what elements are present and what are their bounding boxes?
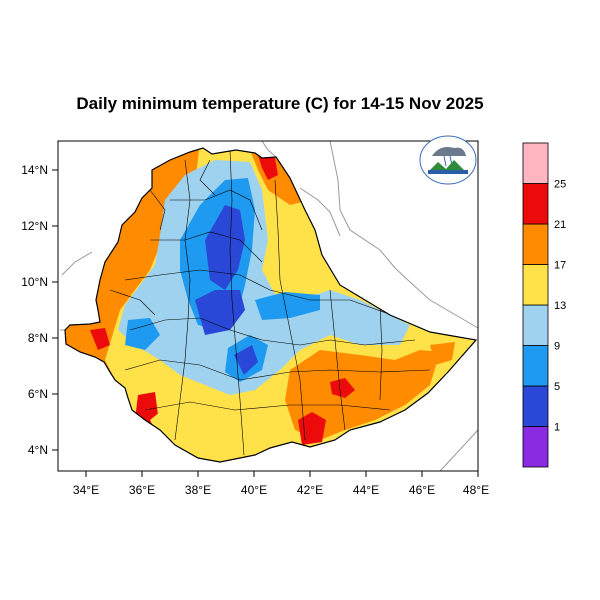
x-tick-label: 46°E (409, 483, 435, 497)
x-tick-label: 34°E (73, 483, 99, 497)
colorbar-label: 1 (554, 422, 560, 434)
colorbar-swatch (522, 264, 549, 306)
colorbar-label: 21 (554, 219, 566, 231)
y-tick-label: 4°N (28, 443, 48, 457)
y-tick-label: 10°N (21, 275, 48, 289)
colorbar-swatch (522, 183, 549, 225)
map-frame (57, 140, 479, 472)
y-tick-label: 12°N (21, 219, 48, 233)
map-title: Daily minimum temperature (C) for 14-15 … (76, 94, 484, 113)
x-tick-label: 42°E (297, 483, 323, 497)
colorbar-label: 25 (554, 179, 566, 191)
colorbar-label: 9 (554, 341, 560, 353)
colorbar: 1 5 9 13 17 21 25 (522, 142, 566, 468)
x-tick-label: 44°E (353, 483, 379, 497)
colorbar-label: 5 (554, 381, 560, 393)
x-tick-label: 36°E (129, 483, 155, 497)
y-axis (52, 169, 58, 451)
y-tick-label: 8°N (28, 331, 48, 345)
y-tick-label: 14°N (21, 163, 48, 177)
colorbar-swatch (522, 385, 549, 427)
colorbar-swatch (522, 426, 549, 468)
x-tick-label: 38°E (185, 483, 211, 497)
x-tick-label: 48°E (463, 483, 489, 497)
admin-borders (109, 149, 431, 456)
colorbar-swatch (522, 223, 549, 265)
neighbor-borders (60, 140, 479, 472)
colorbar-swatch (522, 345, 549, 387)
colorbar-label: 17 (554, 260, 566, 272)
x-axis (85, 471, 479, 477)
y-tick-label: 6°N (28, 387, 48, 401)
colorbar-label: 13 (554, 300, 566, 312)
ethiopian-meteorology-institute-logo (419, 135, 477, 185)
colorbar-swatch (522, 142, 549, 184)
x-tick-label: 40°E (241, 483, 267, 497)
colorbar-swatch (522, 304, 549, 346)
